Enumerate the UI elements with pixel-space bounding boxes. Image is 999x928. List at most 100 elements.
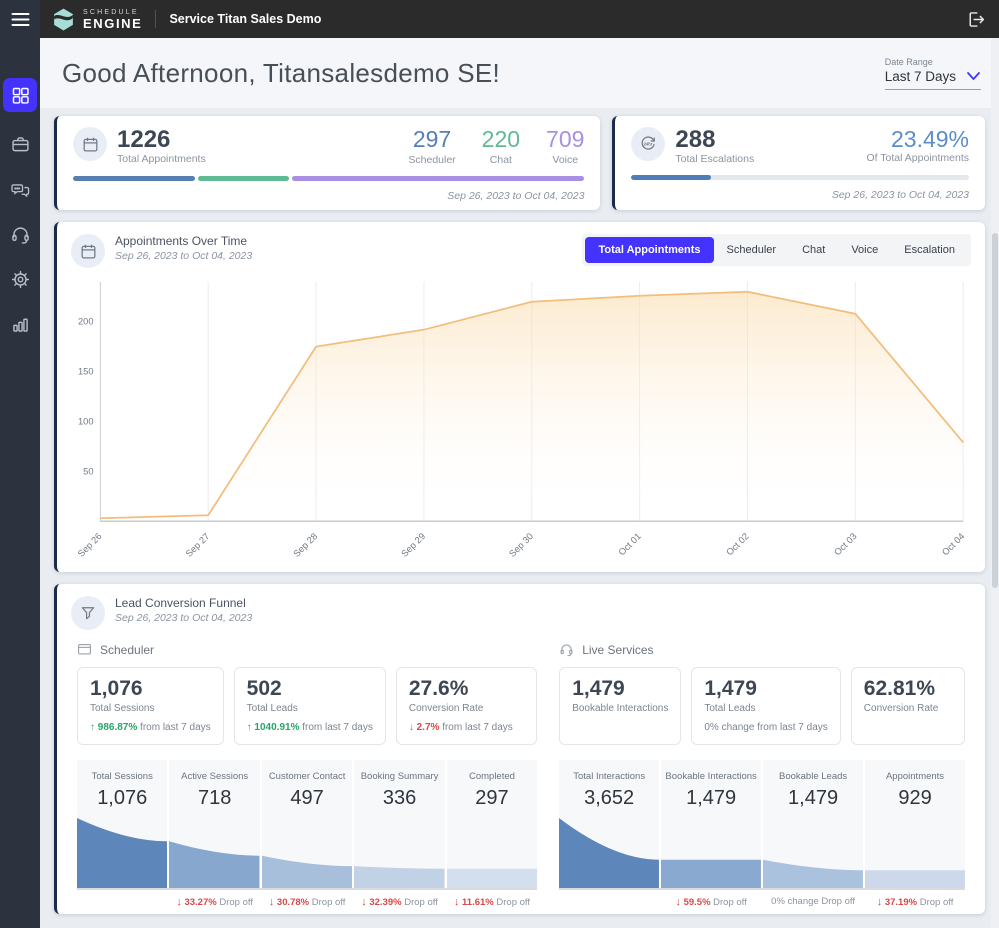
funnel-dropoff: ↓ 11.61% Drop off — [453, 896, 531, 908]
breakdown-stat-value: 709 — [546, 126, 585, 152]
stat-label: Total Leads — [246, 703, 298, 714]
svg-text:Sep 29: Sep 29 — [399, 531, 427, 559]
hamburger-menu-button[interactable] — [0, 0, 40, 38]
funnel-area — [77, 818, 168, 888]
appointments-period: Sep 26, 2023 to Oct 04, 2023 — [447, 190, 585, 203]
dashboard-grid-icon — [12, 87, 29, 104]
briefcase-icon — [11, 136, 29, 151]
brand-line1: SCHEDULE — [83, 8, 139, 16]
funnel-dropoff-row: ↓ 33.27% Drop off ↓ 30.78% Drop off ↓ 32.3… — [77, 896, 537, 908]
escalation-24hr-icon: 24hr — [642, 136, 656, 150]
sidebar — [0, 38, 40, 928]
brand-line2: ENGINE — [83, 15, 143, 31]
chat-bubbles-icon — [10, 183, 29, 197]
funnel-dropoff-row: ↓ 59.5% Drop off 0% change Drop off ↓ 37.1… — [559, 896, 965, 908]
funnel-stage-label: Active Sessions — [181, 771, 249, 782]
date-range-select[interactable]: Date Range Last 7 Days — [884, 57, 981, 90]
greeting-bar: Good Afternoon, Titansalesdemo SE! Date … — [40, 38, 999, 108]
main-content: Good Afternoon, Titansalesdemo SE! Date … — [40, 38, 999, 928]
stat-change: ↓ 2.7% from last 7 days — [408, 722, 513, 733]
scrollbar-thumb[interactable] — [992, 233, 998, 588]
appointments-over-time-panel: Appointments Over Time Sep 26, 2023 to O… — [54, 222, 985, 572]
stat-label: Total Sessions — [90, 703, 155, 714]
bar-chart-icon — [12, 318, 28, 332]
breakdown-stat-value: 220 — [481, 126, 521, 152]
funnel-stage-value: 3,652 — [584, 787, 635, 809]
dashboard-content: 1226 Total Appointments 297 Scheduler 220 C… — [40, 108, 999, 914]
chart-tab-scheduler[interactable]: Scheduler — [714, 237, 790, 263]
live-services-stat-cards: 1,479 Bookable Interactions 1,479 Total Lea… — [559, 667, 965, 745]
chart-tab-total-appointments[interactable]: Total Appointments — [585, 237, 714, 263]
stat-value: 27.6% — [408, 677, 469, 700]
stat-value: 1,076 — [90, 677, 143, 700]
funnel-area — [661, 859, 762, 888]
funnel-stage: Total Sessions 1,076 — [77, 760, 168, 888]
funnel-stage-value: 297 — [475, 787, 509, 809]
stat-card: 1,076 Total Sessions ↑ 986.87% from last 7… — [77, 667, 224, 745]
logout-button[interactable] — [965, 9, 986, 30]
stat-change: ↑ 986.87% from last 7 days — [90, 722, 211, 733]
escalations-period: Sep 26, 2023 to Oct 04, 2023 — [831, 189, 969, 202]
breakdown-stat: 297 Scheduler — [408, 127, 455, 166]
stat-card: 1,479 Total Leads 0% change from last 7 da… — [691, 667, 841, 745]
funnel-dropoff: ↓ 37.19% Drop off — [876, 896, 954, 908]
sidebar-item-reports[interactable] — [3, 307, 37, 341]
date-range-value: Last 7 Days — [884, 68, 956, 84]
live-services-funnel-chart: Total Interactions 3,652 Bookable Interact… — [559, 760, 965, 908]
chart-tab-chat[interactable]: Chat — [789, 237, 838, 263]
svg-text:24hr: 24hr — [644, 142, 653, 147]
stat-value: 62.81% — [863, 677, 936, 700]
sidebar-item-jobs[interactable] — [3, 127, 37, 161]
breakdown-stat-label: Chat — [489, 154, 512, 167]
stat-card: 1,479 Bookable Interactions — [559, 667, 682, 745]
stat-label: Bookable Interactions — [572, 703, 669, 714]
funnel-stage-label: Completed — [468, 771, 515, 782]
funnel-stage: Appointments 929 — [865, 760, 965, 888]
funnel-stage-label: Total Sessions — [91, 771, 153, 782]
sidebar-item-settings[interactable] — [3, 262, 37, 296]
sidebar-item-chat[interactable] — [3, 172, 37, 206]
sidebar-item-dashboard[interactable] — [3, 78, 37, 112]
stat-label: Total Leads — [704, 703, 756, 714]
scrollbar-track[interactable] — [991, 38, 999, 928]
escalations-progress-track — [631, 175, 969, 181]
topbar-divider — [155, 10, 157, 28]
funnel-area — [865, 870, 965, 888]
chevron-down-icon — [967, 72, 980, 80]
funnel-area — [354, 866, 445, 888]
chart-period: Sep 26, 2023 to Oct 04, 2023 — [115, 250, 253, 262]
funnel-stage: Completed 297 — [446, 760, 538, 888]
breakdown-stat-label: Scheduler — [408, 154, 456, 167]
total-escalations-label: Total Escalations — [675, 153, 755, 166]
svg-text:Sep 28: Sep 28 — [292, 531, 320, 559]
breakdown-stat-value: 297 — [412, 126, 452, 152]
stat-value: 1,479 — [704, 677, 757, 700]
funnel-stage: Active Sessions 718 — [169, 760, 260, 888]
funnel-stage-value: 497 — [290, 787, 324, 809]
escalations-percent-label: Of Total Appointments — [866, 152, 969, 165]
funnel-stage-label: Booking Summary — [360, 771, 439, 782]
funnel-dropoff: 0% change Drop off — [771, 896, 855, 907]
scheduler-funnel-section: Scheduler 1,076 Total Sessions ↑ 986.87% f… — [77, 642, 538, 908]
chart-tab-escalation[interactable]: Escalation — [891, 237, 968, 263]
escalations-progress-fill — [631, 175, 711, 181]
svg-text:100: 100 — [78, 416, 94, 426]
chart-calendar-icon-circle — [71, 234, 105, 268]
calendar-icon — [81, 244, 95, 258]
svg-text:Oct 02: Oct 02 — [724, 531, 750, 557]
hamburger-menu-icon — [11, 12, 29, 26]
svg-text:50: 50 — [83, 466, 93, 476]
sidebar-item-live-services[interactable] — [3, 217, 37, 251]
chart-tab-voice[interactable]: Voice — [838, 237, 891, 263]
funnel-columns: Total Sessions 1,076 Active Sessions 718 Cus… — [77, 760, 538, 890]
stat-value: 502 — [246, 677, 282, 700]
gear-icon — [11, 270, 29, 288]
appointments-line-chart: 50 100 150 200 Sep 26 Sep 27 Sep 28 Sep 29 Sep 3… — [76, 281, 967, 559]
funnel-stage-label: Bookable Leads — [779, 771, 848, 782]
stat-change: 0% change from last 7 days — [704, 722, 828, 733]
funnel-area — [169, 841, 260, 888]
funnel-icon — [81, 607, 95, 620]
chart-tab-bar: Total Appointments Scheduler Chat Voice Esca… — [582, 234, 971, 266]
funnel-stage-value: 1,479 — [686, 787, 737, 809]
svg-text:150: 150 — [78, 367, 94, 377]
